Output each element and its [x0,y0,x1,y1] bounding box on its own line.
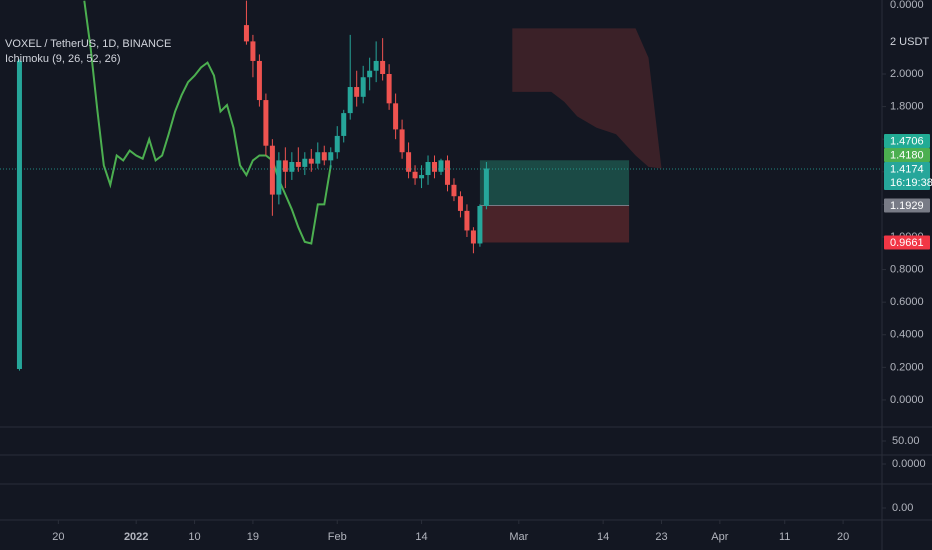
y-tick-label: 1.8000 [890,100,924,112]
candle-body [438,160,444,172]
candle-body [477,206,483,244]
candle-body [282,160,288,172]
candle-body [451,184,457,197]
candle-body [483,168,489,207]
pane-tick-label: 0.0000 [892,458,926,470]
x-tick-label: 20 [837,531,849,543]
candle-body [464,210,470,231]
candle-body [308,158,314,164]
ichimoku-cloud [512,28,662,169]
candle-body [412,171,418,179]
price-label: 1.1929 [890,200,924,212]
x-tick-label: 14 [415,531,427,543]
price-label: 1.4180 [890,149,924,161]
candle-body [399,129,405,153]
indicator-line [83,0,332,245]
x-tick-label: 11 [779,531,790,543]
candle-body [328,152,334,161]
x-tick-label: Feb [328,531,347,543]
x-tick-label: Apr [711,531,728,543]
candle-body [295,161,301,167]
price-countdown: 16:19:38 [890,177,932,189]
x-tick-label: 14 [597,531,609,543]
candle-body [341,113,347,136]
unit-label: 2 USDT [890,36,929,48]
candle-body [334,135,340,153]
pane-tick-label: 0.00 [892,502,913,514]
candle-body [256,60,262,101]
candle-body [321,152,327,161]
candle-body [289,161,295,172]
candle-body [393,103,399,130]
candle-body [432,161,438,172]
candle-body [16,60,22,369]
candle-body [470,230,476,244]
candle-body [360,77,366,97]
price-label-box [884,235,930,250]
candle-body [276,160,282,195]
y-tick-label: 2.0000 [890,68,924,80]
y-tick-label: 0.2000 [890,361,924,373]
x-tick-label: 20 [52,531,64,543]
candle-body [302,158,308,167]
x-tick-label: 19 [247,531,259,543]
price-pane [0,0,882,371]
price-label-box [884,133,930,148]
position-loss [479,205,630,243]
legend-symbol: VOXEL / TetherUS, 1D, BINANCE [5,38,171,50]
legend-indicator: Ichimoku (9, 26, 52, 26) [5,53,121,65]
candle-body [269,145,275,195]
x-tick-label: 2022 [124,531,148,543]
candle-body [386,73,392,104]
candle-body [354,87,360,97]
candle-body [315,152,321,164]
candle-body [373,60,379,71]
candle-body [425,161,431,176]
overlay: 0.00000.20000.40000.60000.80001.00001.20… [52,68,932,543]
candle-body [419,175,425,179]
candle-body [263,100,269,146]
x-tick-label: Mar [509,531,528,543]
y-tick-label: 0.8000 [890,263,924,275]
price-label: 1.4706 [890,135,924,147]
x-tick-label: 10 [188,531,200,543]
price-label-box [884,198,930,213]
candle-body [250,41,256,61]
price-label: 0.9661 [890,237,924,249]
position-profit [479,160,630,206]
price-label: 1.4174 [890,163,924,175]
candle-body [367,70,373,78]
candle-body [380,60,386,74]
y-tick-label: 0.6000 [890,296,924,308]
x-tick-label: 23 [655,531,667,543]
candle-body [444,160,450,185]
candle-body [406,152,412,172]
price-label-box [884,147,930,162]
price-label-box [884,161,930,190]
candle-body [457,196,463,211]
candle-body [243,25,249,42]
axis-top-label: 0.0000 [890,0,924,11]
y-tick-label: 0.0000 [890,394,924,406]
candle-body [347,87,353,114]
pane-tick-label: 50.00 [892,435,920,447]
y-tick-label: 0.4000 [890,329,924,341]
